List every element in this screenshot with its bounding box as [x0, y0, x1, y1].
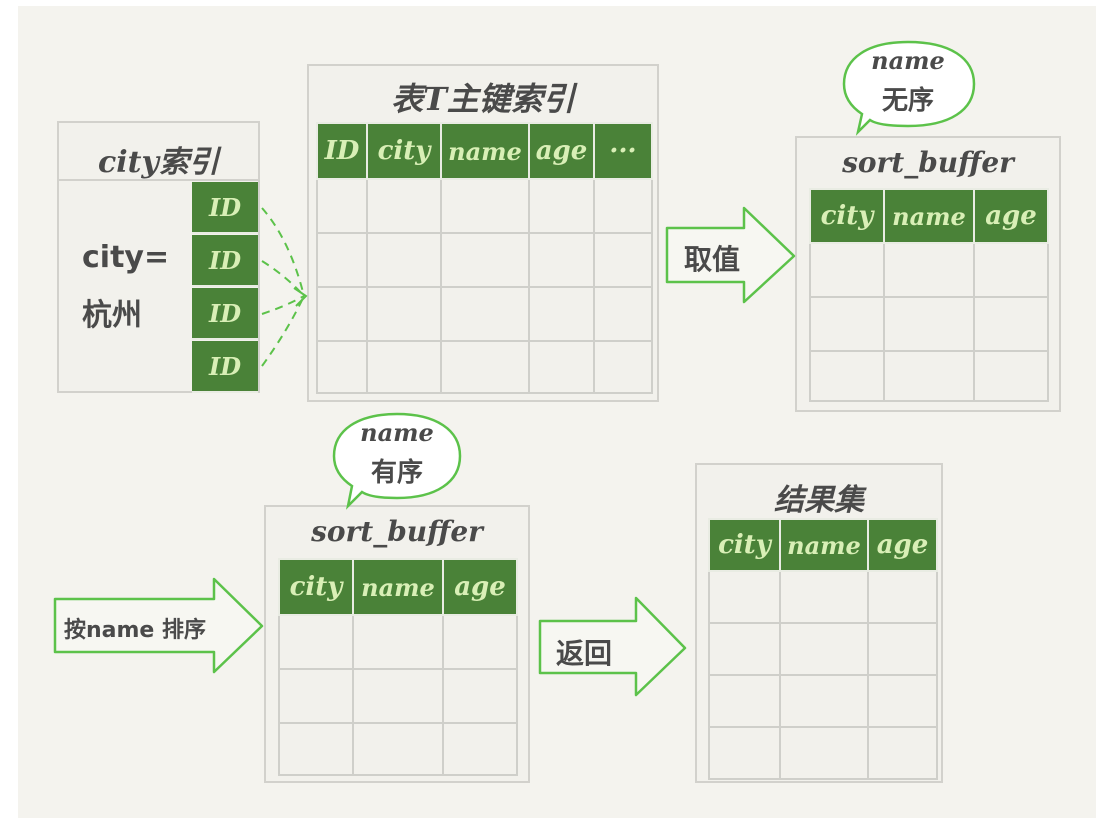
- column-header-name: name: [440, 122, 530, 180]
- dashed-connector-group: [261, 207, 308, 367]
- fetch-arrow-label: 取值: [684, 243, 741, 276]
- sort-buffer-sorted-table: city name age: [278, 558, 518, 776]
- bubble-sorted-line2: 有序: [370, 458, 423, 488]
- dashed-connector: [261, 260, 305, 297]
- bubble-unsorted-line2: 无序: [881, 86, 934, 116]
- table-row: [278, 668, 518, 724]
- table-row: [809, 350, 1049, 402]
- table-row: [708, 622, 938, 676]
- bubble-unsorted-line1: name: [871, 46, 945, 75]
- column-header-age: age: [973, 188, 1049, 244]
- table-row: [316, 340, 653, 394]
- table-row: [278, 614, 518, 670]
- return-arrow: [538, 596, 687, 697]
- city-index-title: city索引: [98, 145, 219, 180]
- table-row: [708, 570, 938, 624]
- table-row: [316, 232, 653, 288]
- result-set-table: city name age: [708, 518, 938, 780]
- column-header-city: city: [708, 518, 781, 572]
- sort-buffer-unsorted-title: sort_buffer: [842, 146, 1014, 179]
- bubble-sorted-line1: name: [360, 418, 434, 447]
- city-index-id-cell: ID: [192, 235, 258, 287]
- city-condition-line1: city=: [82, 240, 170, 275]
- column-header-id: ID: [316, 122, 368, 180]
- sort-arrow: [53, 577, 264, 674]
- city-index-divider: [59, 179, 258, 181]
- column-header-age: age: [528, 122, 595, 180]
- table-row: [708, 674, 938, 728]
- column-header-city: city: [809, 188, 885, 244]
- table-row: [278, 722, 518, 776]
- dashed-connector: [261, 295, 305, 367]
- column-header-name: name: [779, 518, 869, 572]
- table-row: [708, 726, 938, 780]
- primary-index-title: 表T主键索引: [391, 80, 575, 118]
- result-set-title: 结果集: [774, 483, 864, 518]
- column-header-city: city: [278, 558, 354, 616]
- table-row: [809, 242, 1049, 298]
- return-arrow-label: 返回: [556, 637, 613, 670]
- dashed-connector-head: [293, 287, 308, 307]
- speech-bubble-sorted: [332, 412, 462, 510]
- primary-index-table: ID city name age ···: [316, 122, 653, 394]
- column-header-city: city: [366, 122, 442, 180]
- dashed-connector: [261, 295, 305, 315]
- table-row: [316, 178, 653, 234]
- column-header-age: age: [867, 518, 938, 572]
- column-header-age: age: [442, 558, 518, 616]
- city-condition-line2: 杭州: [82, 298, 142, 333]
- sort-buffer-unsorted-table: city name age: [809, 188, 1049, 402]
- city-index-id-cell: ID: [192, 182, 258, 234]
- sort-arrow-label: 按name 排序: [64, 618, 207, 643]
- speech-bubble-unsorted: [842, 40, 976, 136]
- column-header-name: name: [352, 558, 444, 616]
- dashed-connector: [261, 207, 305, 297]
- fetch-arrow: [665, 206, 796, 304]
- column-header-name: name: [883, 188, 975, 244]
- table-row: [809, 296, 1049, 352]
- city-index-id-cell: ID: [192, 341, 258, 393]
- sort-buffer-sorted-title: sort_buffer: [311, 515, 483, 548]
- table-row: [316, 286, 653, 342]
- city-index-id-cell: ID: [192, 288, 258, 340]
- column-header-more: ···: [593, 122, 653, 180]
